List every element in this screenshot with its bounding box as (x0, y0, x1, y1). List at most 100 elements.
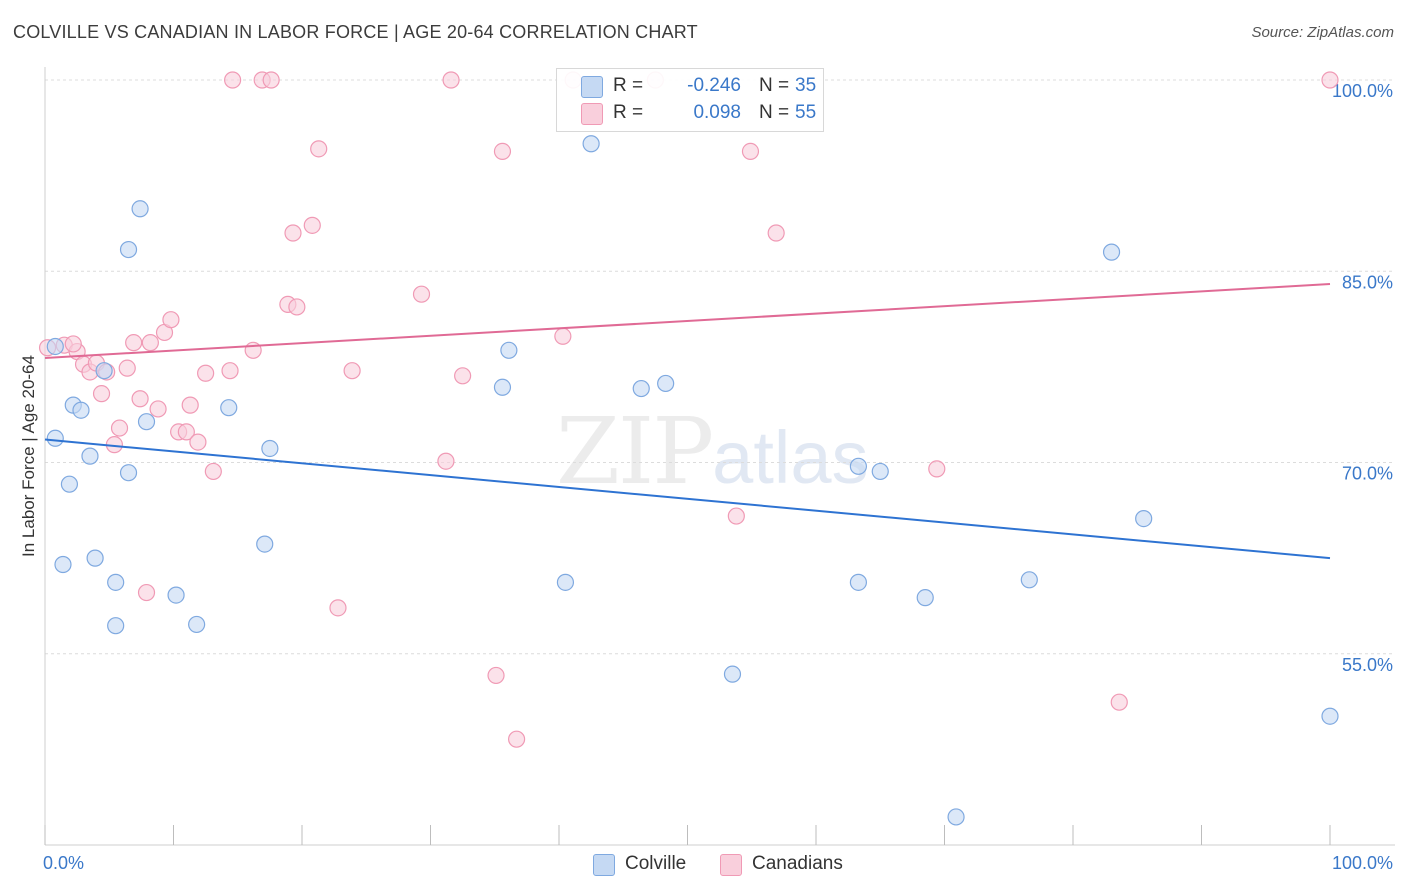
point-canadians (197, 364, 215, 382)
point-colville (871, 462, 889, 481)
legend-r-label: R = (613, 102, 644, 123)
point-canadians (454, 367, 472, 385)
legend-r-label: R = (613, 75, 644, 96)
point-canadians (284, 224, 302, 242)
point-colville (582, 135, 600, 153)
point-canadians (554, 327, 572, 345)
point-colville (54, 555, 72, 574)
point-colville (107, 573, 125, 591)
y-tick-label: 70.0% (1342, 464, 1393, 484)
source-label: Source: ZipAtlas.com (1251, 24, 1394, 41)
point-canadians (442, 71, 460, 89)
legend-n-value: 55 (795, 102, 817, 123)
point-colville (256, 535, 274, 553)
point-canadians (288, 298, 306, 316)
point-colville (657, 374, 675, 393)
point-canadians (262, 71, 280, 89)
y-tick-label: 55.0% (1342, 655, 1393, 675)
point-canadians (310, 140, 328, 158)
point-colville (188, 615, 206, 634)
point-canadians (928, 460, 946, 478)
point-colville (220, 399, 238, 417)
point-canadians (221, 362, 239, 380)
point-colville (1135, 509, 1153, 528)
point-canadians (224, 71, 242, 89)
point-colville (556, 573, 575, 591)
point-colville (95, 362, 113, 380)
point-canadians (181, 396, 199, 414)
point-colville (261, 439, 279, 458)
point-colville (849, 573, 868, 591)
bottom-legend-label-canadians: Canadians (752, 853, 843, 874)
point-canadians (141, 334, 159, 352)
point-canadians (189, 433, 207, 451)
point-colville (947, 808, 965, 826)
point-canadians (137, 583, 156, 602)
chart-title: COLVILLE VS CANADIAN IN LABOR FORCE | AG… (13, 22, 698, 42)
point-colville (137, 413, 156, 431)
point-canadians (1110, 693, 1128, 711)
point-canadians (125, 334, 143, 352)
point-canadians (149, 400, 167, 418)
point-colville (916, 589, 934, 607)
point-canadians (412, 285, 431, 303)
point-canadians (507, 730, 526, 748)
watermark-zip: ZIP (556, 398, 714, 505)
point-colville (81, 447, 99, 465)
point-canadians (493, 142, 512, 160)
bottom-legend-label-colville: Colville (625, 853, 687, 874)
legend-n-label: N = (759, 102, 790, 123)
point-canadians (177, 423, 195, 441)
point-colville (46, 337, 64, 356)
trendline-canadians (44, 283, 1331, 359)
bottom-legend-swatch-colville (593, 854, 615, 876)
point-canadians (727, 507, 745, 525)
point-canadians (329, 599, 347, 617)
point-colville (632, 379, 650, 398)
legend-n-label: N = (759, 75, 790, 96)
point-colville (72, 401, 90, 419)
point-canadians (110, 419, 129, 437)
point-canadians (64, 335, 82, 353)
point-colville (131, 200, 149, 218)
trendline-colville (44, 438, 1331, 560)
point-colville (167, 586, 185, 604)
legend-swatch-canadians (581, 103, 603, 125)
point-colville (1321, 707, 1339, 725)
y-tick-label: 85.0% (1342, 272, 1393, 292)
legend-r-value: -0.246 (687, 75, 741, 96)
point-canadians (204, 462, 222, 481)
stats-legend: R = -0.246 N = 35 R = 0.098 N = 55 (556, 68, 824, 132)
point-canadians (343, 362, 361, 380)
point-canadians (487, 666, 505, 685)
y-tick-label: 100.0% (1332, 81, 1393, 101)
point-canadians (162, 311, 180, 329)
point-canadians (767, 224, 785, 242)
point-colville (86, 549, 104, 567)
point-colville (849, 457, 868, 475)
point-colville (723, 665, 742, 683)
legend-swatch-colville (581, 76, 603, 98)
point-canadians (1321, 71, 1339, 89)
point-colville (1102, 243, 1121, 261)
point-canadians (131, 390, 149, 408)
watermark: ZIPatlas (556, 398, 868, 505)
x-tick-label: 100.0% (1332, 853, 1393, 873)
point-colville (500, 341, 518, 359)
point-colville (493, 378, 512, 396)
legend-n-value: 35 (795, 75, 817, 96)
watermark-atlas: atlas (712, 416, 869, 499)
point-canadians (303, 216, 321, 234)
point-canadians (118, 359, 136, 377)
legend-r-value: 0.098 (693, 102, 741, 123)
bottom-legend-swatch-canadians (720, 854, 742, 876)
point-canadians (437, 452, 455, 470)
point-colville (107, 617, 125, 635)
point-colville (60, 475, 79, 493)
point-canadians (92, 385, 111, 403)
point-colville (1020, 571, 1038, 589)
point-colville (46, 429, 64, 447)
point-colville (119, 240, 138, 259)
point-canadians (741, 142, 760, 160)
